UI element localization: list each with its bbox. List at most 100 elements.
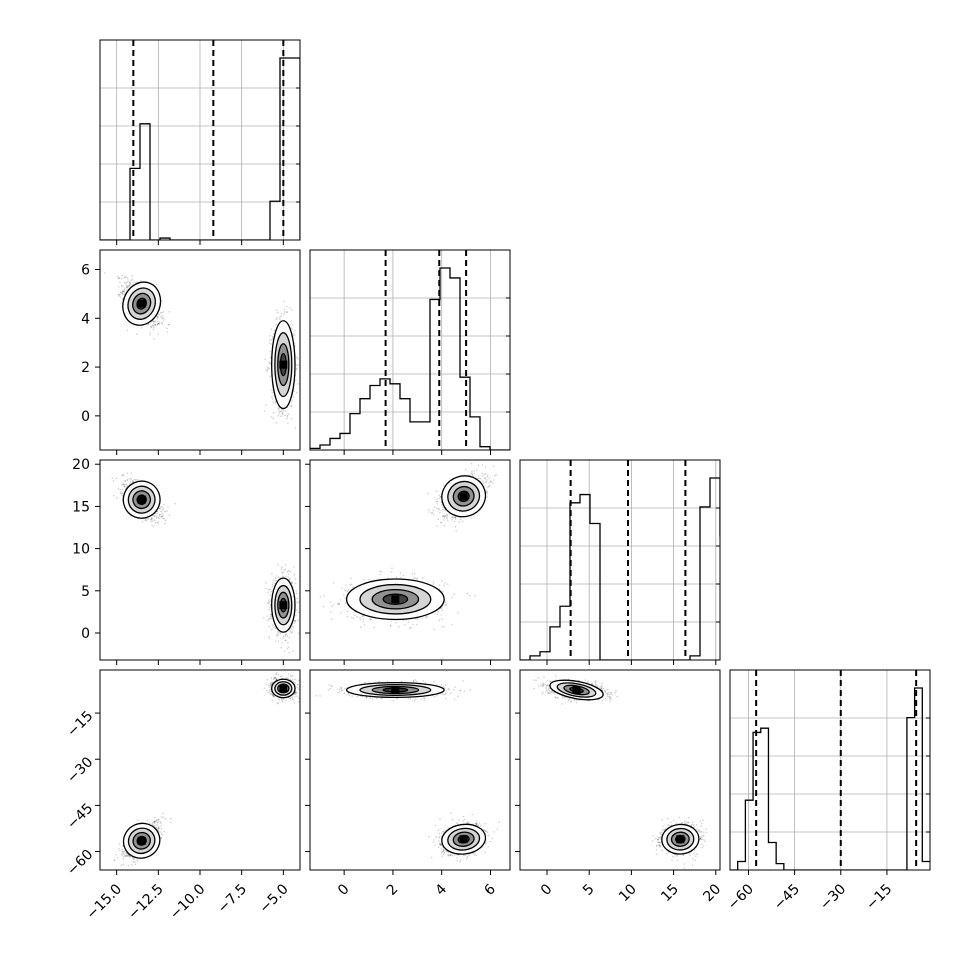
sample-point — [432, 583, 435, 585]
sample-point — [156, 512, 158, 515]
sample-point — [272, 401, 274, 404]
sample-point — [441, 590, 444, 593]
sample-point — [290, 581, 293, 583]
sample-point — [128, 284, 130, 287]
sample-point — [442, 515, 444, 518]
sample-point — [147, 323, 150, 325]
sample-point — [156, 317, 159, 320]
sample-point — [280, 315, 282, 318]
sample-point — [297, 601, 300, 603]
sample-point — [445, 603, 447, 606]
sample-point — [119, 293, 121, 296]
sample-point — [270, 343, 273, 345]
sample-point — [352, 617, 355, 620]
sample-point — [270, 416, 273, 418]
sample-point — [322, 605, 325, 608]
sample-point — [485, 491, 488, 494]
sample-point — [446, 583, 449, 585]
sample-point — [129, 282, 132, 284]
sample-point — [163, 503, 165, 506]
sample-point — [133, 478, 136, 481]
sample-point — [289, 570, 292, 573]
sample-point — [126, 479, 129, 481]
sample-point — [351, 616, 353, 619]
sample-point — [409, 627, 411, 629]
sample-point — [157, 521, 159, 523]
sample-point — [271, 573, 273, 575]
sample-point — [157, 322, 159, 325]
sample-point — [275, 579, 278, 582]
sample-point — [295, 590, 298, 592]
sample-point — [141, 520, 144, 523]
sample-point — [121, 291, 124, 294]
sample-point — [154, 515, 156, 517]
sample-point — [442, 484, 445, 486]
sample-point — [446, 513, 448, 516]
sample-point — [296, 597, 299, 599]
sample-point — [271, 335, 274, 338]
sample-point — [281, 412, 284, 414]
sample-point — [119, 296, 122, 298]
sample-point — [160, 510, 162, 513]
sample-point — [275, 422, 278, 424]
sample-point — [161, 515, 163, 518]
sample-point — [121, 291, 124, 293]
sample-point — [159, 516, 161, 518]
sample-point — [441, 580, 443, 582]
sample-point — [291, 309, 293, 311]
sample-point — [121, 292, 124, 295]
sample-point — [269, 363, 272, 366]
sample-point — [288, 578, 291, 580]
sample-point — [296, 356, 298, 358]
sample-point — [121, 475, 123, 477]
sample-point — [336, 602, 339, 605]
sample-point — [291, 400, 293, 402]
sample-point — [122, 290, 124, 292]
sample-point — [363, 578, 365, 581]
sample-point — [412, 623, 415, 626]
sample-point — [268, 602, 270, 605]
sample-point — [122, 473, 124, 476]
sample-point — [103, 272, 106, 274]
sample-point — [444, 601, 447, 603]
sample-point — [282, 637, 285, 640]
sample-point — [486, 491, 488, 493]
sample-point — [279, 410, 281, 413]
sample-point — [272, 579, 275, 582]
sample-point — [286, 414, 289, 417]
sample-point — [123, 485, 126, 488]
sample-point — [287, 569, 290, 572]
panel-content — [319, 462, 498, 631]
sample-point — [154, 324, 157, 326]
sample-point — [279, 632, 282, 635]
sample-point — [441, 607, 443, 609]
sample-point — [268, 339, 271, 341]
sample-point — [291, 582, 294, 584]
sample-point — [283, 300, 285, 303]
sample-point — [151, 517, 153, 520]
sample-point — [152, 324, 154, 326]
sample-point — [124, 480, 127, 482]
sample-point — [272, 624, 274, 626]
sample-point — [150, 518, 153, 521]
sample-point — [161, 515, 163, 518]
sample-point — [344, 602, 347, 604]
sample-point — [414, 577, 416, 579]
sample-point — [275, 323, 277, 326]
sample-point — [481, 474, 484, 477]
sample-point — [161, 317, 163, 320]
sample-point — [416, 623, 418, 626]
sample-point — [295, 391, 298, 394]
sample-point — [294, 427, 297, 429]
sample-point — [282, 571, 284, 574]
sample-point — [161, 315, 163, 317]
sample-point — [128, 282, 131, 284]
sample-point — [127, 285, 129, 288]
sample-point — [277, 634, 279, 636]
sample-point — [343, 594, 345, 596]
sample-point — [285, 633, 287, 636]
sample-point — [158, 313, 161, 316]
sample-point — [280, 568, 283, 570]
sample-point — [118, 293, 120, 296]
sample-point — [297, 357, 299, 360]
